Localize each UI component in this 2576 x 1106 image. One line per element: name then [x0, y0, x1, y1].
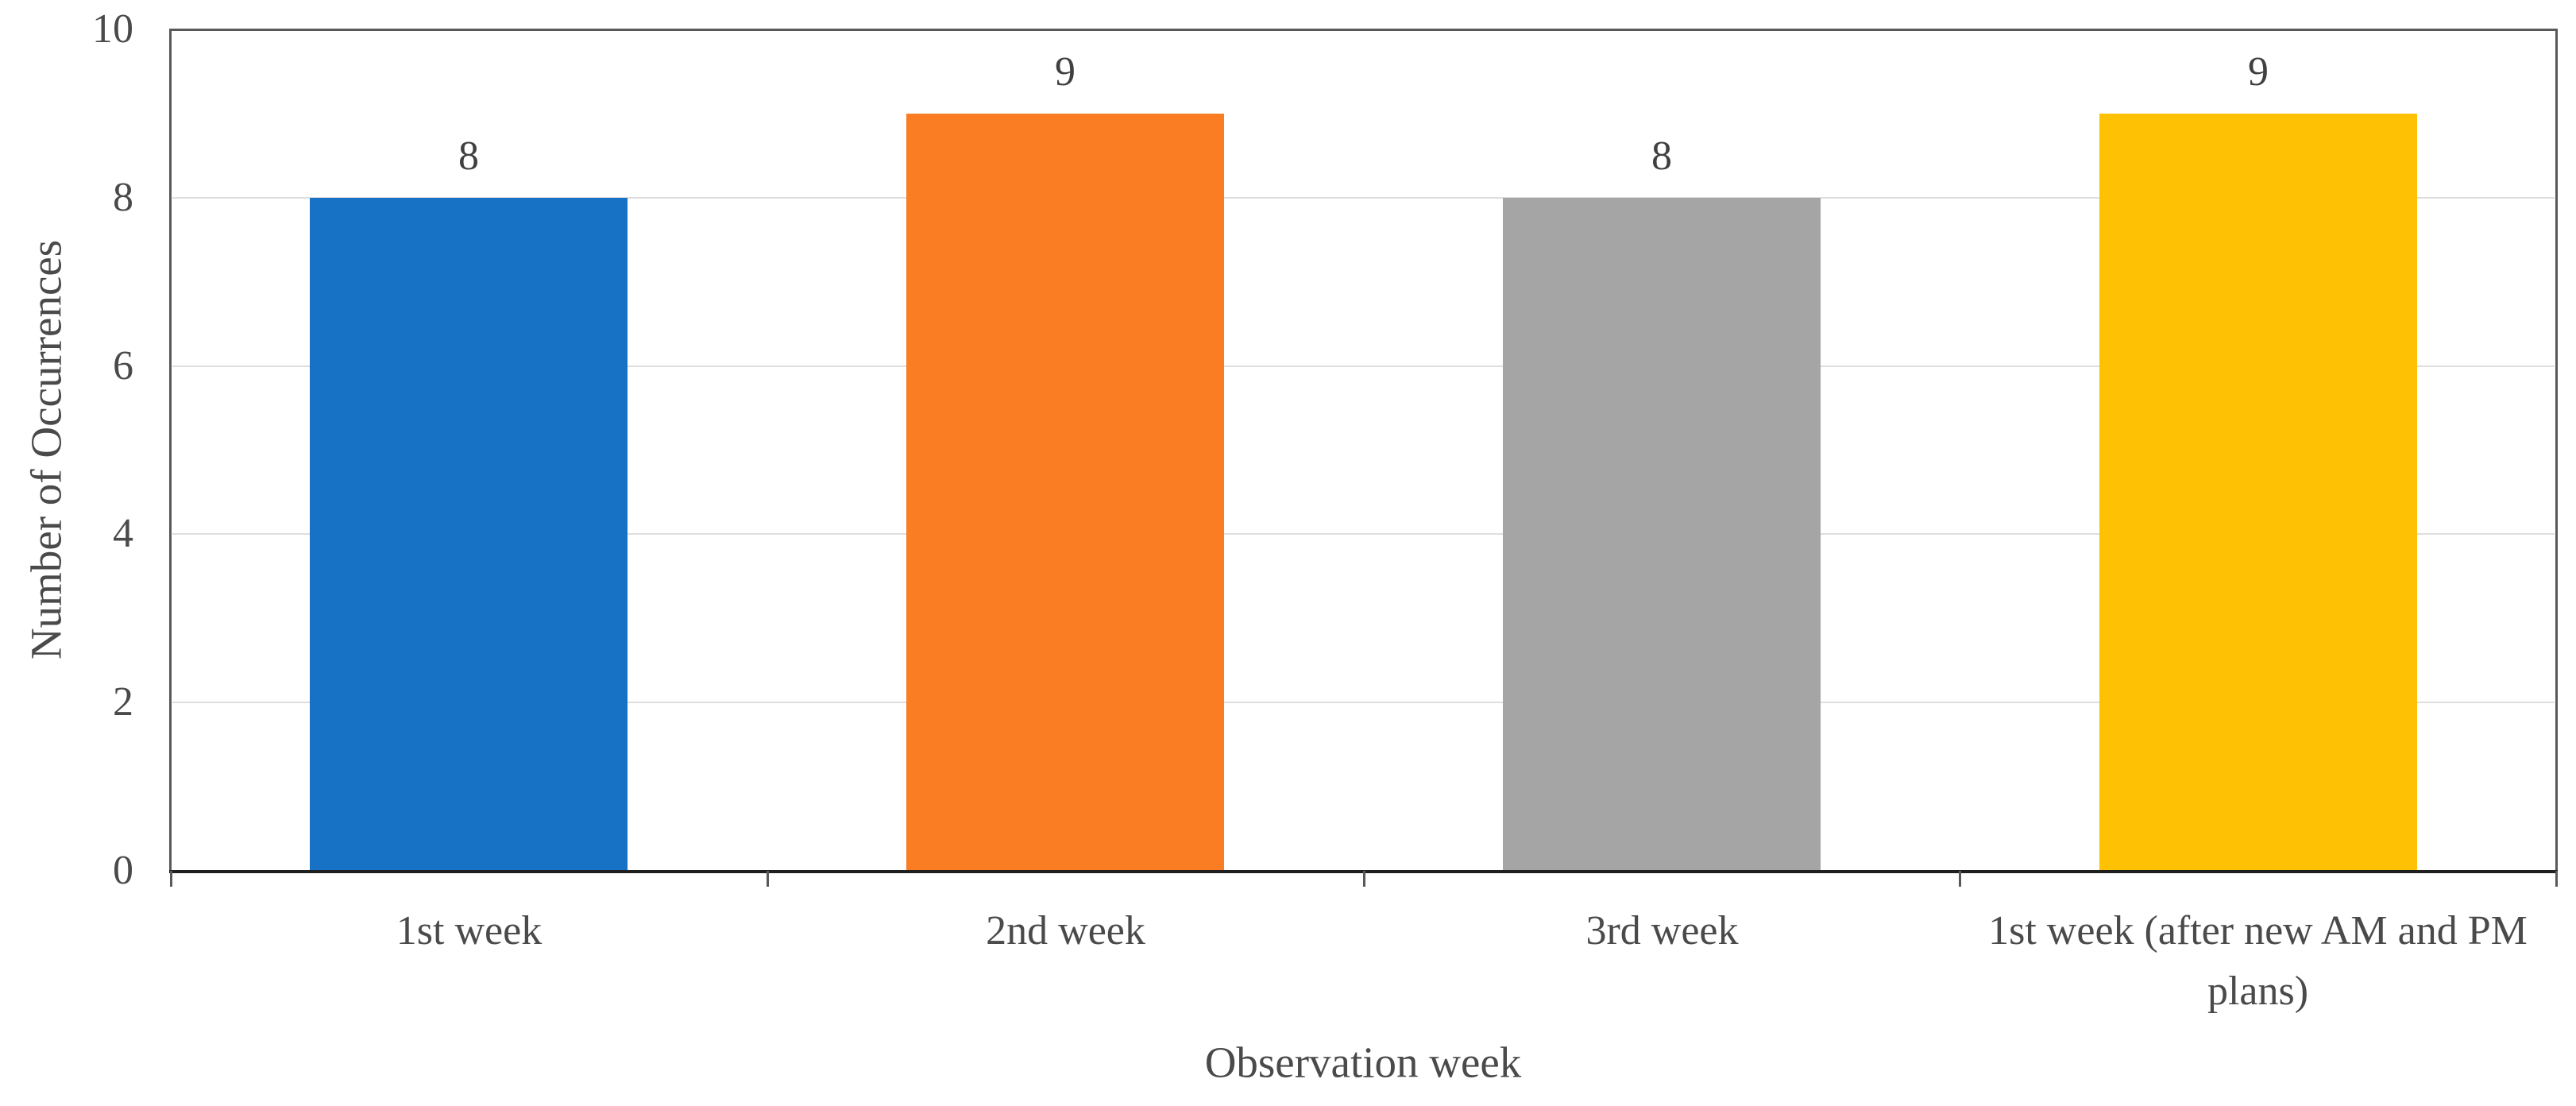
y-tick-label: 4 — [113, 511, 133, 556]
bar — [906, 114, 1224, 871]
bar-value-label: 9 — [1055, 49, 1076, 95]
plot-border-top — [169, 29, 2558, 31]
gridline — [172, 197, 2555, 199]
gridline — [172, 365, 2555, 367]
gridline — [172, 702, 2555, 703]
bar — [310, 198, 628, 871]
category-label: 3rd week — [1364, 901, 1960, 961]
y-axis-title: Number of Occurrences — [21, 239, 71, 660]
bar — [2099, 114, 2417, 871]
category-label-text: 1st week — [396, 908, 543, 953]
gridline — [172, 533, 2555, 535]
category-label: 1st week (after new AM and PM plans) — [1960, 901, 2556, 1022]
y-tick-label: 8 — [113, 175, 133, 220]
y-tick-label: 2 — [113, 679, 133, 725]
plot-border-right — [2555, 29, 2558, 872]
bar-value-label: 9 — [2248, 49, 2269, 95]
x-axis-tick-mark — [1363, 871, 1365, 887]
category-label-text: 3rd week — [1585, 908, 1739, 953]
bar-value-label: 8 — [1651, 133, 1672, 179]
plot-border-left — [169, 29, 172, 872]
x-axis-tick-mark — [2555, 871, 2558, 887]
category-label-text: 2nd week — [986, 908, 1145, 953]
category-label-text: 1st week (after new AM and PM plans) — [1988, 908, 2528, 1014]
bar-value-label: 8 — [458, 133, 479, 179]
x-axis-title: Observation week — [1204, 1038, 1522, 1087]
x-axis-tick-mark — [1959, 871, 1961, 887]
category-label: 1st week — [171, 901, 767, 961]
x-axis-tick-mark — [170, 871, 172, 887]
bar — [1503, 198, 1821, 871]
x-axis-tick-mark — [767, 871, 769, 887]
y-tick-label: 10 — [92, 6, 133, 52]
y-tick-label: 0 — [113, 848, 133, 893]
y-tick-label: 6 — [113, 343, 133, 389]
category-label: 2nd week — [767, 901, 1364, 961]
